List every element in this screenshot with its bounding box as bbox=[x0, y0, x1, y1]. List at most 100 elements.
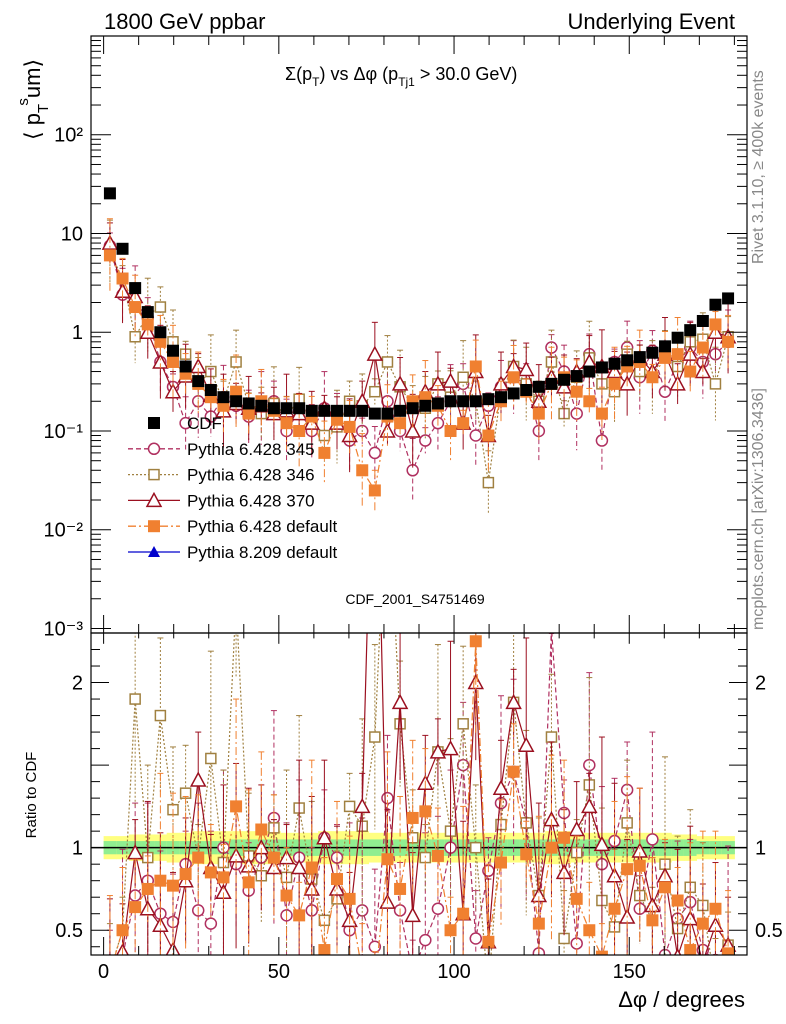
data-point bbox=[230, 395, 243, 408]
ratio-data-point bbox=[547, 633, 556, 635]
data-point bbox=[391, 375, 409, 391]
ratio-plot-area bbox=[106, 633, 737, 991]
data-point bbox=[331, 404, 343, 417]
data-point bbox=[570, 385, 583, 398]
data-point bbox=[608, 377, 621, 390]
ratio-data-point bbox=[495, 856, 507, 869]
ratio-data-point bbox=[646, 833, 659, 846]
data-point bbox=[154, 326, 167, 339]
ratio-data-point bbox=[583, 924, 596, 937]
ratio-data-point bbox=[621, 863, 634, 876]
svg-text:⟨ pTsum⟩: ⟨ pTsum⟩ bbox=[15, 59, 52, 140]
data-point bbox=[293, 402, 306, 415]
data-point bbox=[293, 424, 306, 437]
ratio-data-point bbox=[419, 805, 432, 818]
ratio-data-point bbox=[482, 935, 495, 948]
data-point bbox=[671, 331, 684, 344]
legend-item: CDF bbox=[148, 414, 222, 433]
ratio-data-point bbox=[141, 882, 154, 895]
ratio-data-point bbox=[684, 944, 697, 955]
data-point bbox=[368, 407, 381, 420]
ratio-data-point bbox=[431, 902, 445, 916]
data-point bbox=[242, 407, 255, 420]
ratio-data-point bbox=[520, 848, 533, 861]
legend-label: CDF bbox=[187, 414, 222, 433]
ratio-data-point bbox=[593, 835, 611, 852]
y-tick-label-main: 10² bbox=[54, 125, 83, 147]
data-point bbox=[709, 298, 722, 311]
data-point bbox=[154, 301, 167, 313]
data-point bbox=[103, 249, 116, 262]
data-point bbox=[394, 404, 407, 417]
x-tick-label: 150 bbox=[613, 961, 646, 983]
y-tick-label-ratio: 2 bbox=[72, 673, 83, 695]
data-point bbox=[520, 384, 533, 397]
data-point bbox=[167, 344, 179, 357]
data-point bbox=[659, 340, 671, 353]
ratio-data-point bbox=[179, 868, 192, 881]
data-point bbox=[242, 397, 255, 410]
legend: CDF Pythia 6.428 345 Pythia 6.428 346 Pythi… bbox=[128, 414, 338, 562]
data-point bbox=[116, 272, 129, 285]
ratio-data-point bbox=[505, 693, 522, 710]
ratio-data-point bbox=[673, 948, 682, 955]
y-tick-label-ratio-right: 1 bbox=[755, 838, 766, 860]
data-point bbox=[318, 404, 331, 417]
data-point bbox=[381, 407, 394, 420]
ratio-data-point bbox=[469, 932, 483, 945]
ratio-data-point bbox=[711, 953, 720, 955]
ratio-data-point bbox=[353, 797, 371, 814]
legend-marker bbox=[148, 546, 160, 557]
data-point bbox=[141, 306, 154, 319]
data-point bbox=[595, 361, 608, 374]
ratio-series-line bbox=[122, 633, 729, 955]
ratio-data-point bbox=[316, 829, 333, 845]
legend-marker bbox=[148, 468, 160, 481]
ratio-data-point bbox=[492, 779, 510, 795]
ratio-y-axis-label: Ratio to CDF bbox=[23, 752, 40, 839]
ratio-data-point bbox=[457, 718, 469, 730]
ratio-series-pythia-6-428-default bbox=[106, 633, 735, 991]
ratio-data-point bbox=[154, 709, 167, 722]
data-point bbox=[419, 399, 432, 412]
data-point bbox=[217, 391, 230, 404]
ratio-data-point bbox=[204, 866, 217, 879]
ratio-data-point bbox=[581, 797, 598, 814]
legend-item: Pythia 6.428 346 bbox=[128, 466, 315, 485]
data-point bbox=[482, 393, 495, 406]
y-tick-label-ratio-right: 2 bbox=[755, 673, 766, 695]
data-point bbox=[659, 351, 671, 364]
data-point bbox=[167, 355, 179, 368]
ratio-data-point bbox=[404, 906, 421, 923]
data-point bbox=[179, 416, 192, 430]
ratio-data-point bbox=[545, 841, 558, 854]
ratio-data-point bbox=[116, 924, 129, 937]
ratio-data-point bbox=[701, 953, 704, 955]
ratio-data-point bbox=[442, 740, 459, 756]
axes: 10⁻³ 10⁻² 10⁻¹ 1 10 10² 0 50 100 150 0.5 0.5 1 1 2 2 bbox=[44, 35, 783, 983]
legend-marker bbox=[145, 491, 163, 508]
ratio-data-point bbox=[568, 820, 585, 837]
data-point bbox=[116, 242, 129, 255]
data-point bbox=[103, 187, 116, 200]
mcplots-label: mcplots.cern.ch [arXiv:1306.3436] bbox=[750, 388, 767, 630]
data-point bbox=[709, 318, 722, 331]
ratio-data-point bbox=[305, 861, 318, 874]
ratio-data-point bbox=[583, 758, 596, 772]
data-point bbox=[646, 371, 659, 384]
ratio-data-point bbox=[633, 859, 646, 872]
ratio-data-point bbox=[204, 917, 218, 930]
ratio-data-point bbox=[278, 848, 295, 865]
ratio-data-point bbox=[671, 894, 684, 907]
ratio-data-point bbox=[369, 979, 381, 991]
x-tick-label: 0 bbox=[98, 961, 109, 983]
data-point bbox=[457, 417, 470, 430]
x-axis-label: Δφ / degrees bbox=[618, 987, 745, 1012]
data-point bbox=[517, 360, 535, 377]
legend-marker bbox=[148, 520, 160, 533]
ratio-data-point bbox=[331, 873, 343, 886]
legend-label: Pythia 6.428 370 bbox=[187, 491, 315, 510]
series-line bbox=[109, 251, 729, 483]
ratio-data-point bbox=[469, 635, 482, 648]
y-tick-label-main: 1 bbox=[72, 322, 83, 344]
